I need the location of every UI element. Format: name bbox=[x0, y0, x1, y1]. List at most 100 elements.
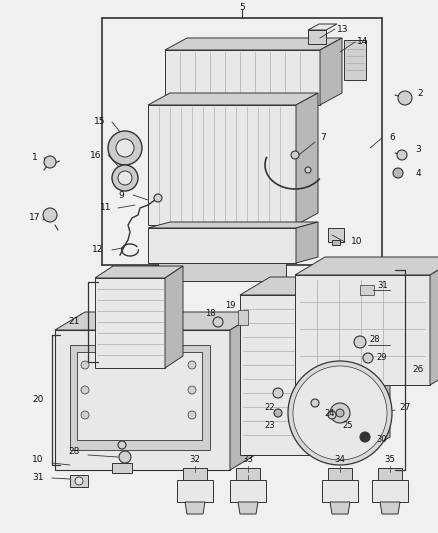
Polygon shape bbox=[295, 275, 430, 385]
Circle shape bbox=[330, 403, 350, 423]
Circle shape bbox=[44, 156, 56, 168]
Text: 15: 15 bbox=[94, 117, 106, 126]
Circle shape bbox=[311, 399, 319, 407]
Polygon shape bbox=[158, 263, 286, 281]
Polygon shape bbox=[308, 24, 337, 30]
Circle shape bbox=[328, 411, 336, 419]
Text: 35: 35 bbox=[385, 456, 396, 464]
Circle shape bbox=[116, 139, 134, 157]
Polygon shape bbox=[148, 93, 318, 105]
Bar bbox=[238, 310, 248, 325]
Bar bbox=[328, 228, 344, 242]
Polygon shape bbox=[295, 257, 438, 275]
Polygon shape bbox=[148, 228, 296, 263]
Polygon shape bbox=[328, 468, 352, 480]
Circle shape bbox=[81, 361, 89, 369]
Circle shape bbox=[336, 409, 344, 417]
Text: 16: 16 bbox=[90, 150, 102, 159]
Polygon shape bbox=[296, 222, 318, 263]
Text: 28: 28 bbox=[370, 335, 380, 344]
Text: 26: 26 bbox=[412, 366, 424, 375]
Text: 31: 31 bbox=[32, 473, 44, 482]
Text: 28: 28 bbox=[68, 448, 80, 456]
Bar bbox=[70, 475, 88, 487]
Circle shape bbox=[188, 411, 196, 419]
Circle shape bbox=[293, 366, 387, 460]
Circle shape bbox=[81, 411, 89, 419]
Circle shape bbox=[43, 208, 57, 222]
Circle shape bbox=[118, 171, 132, 185]
Text: 10: 10 bbox=[351, 238, 363, 246]
Polygon shape bbox=[185, 502, 205, 514]
Bar bbox=[360, 285, 374, 295]
Text: 27: 27 bbox=[399, 402, 411, 411]
Text: 14: 14 bbox=[357, 37, 369, 46]
Polygon shape bbox=[240, 277, 390, 295]
Text: 19: 19 bbox=[225, 302, 235, 311]
Polygon shape bbox=[236, 468, 260, 480]
Polygon shape bbox=[230, 312, 260, 470]
Text: 13: 13 bbox=[337, 25, 349, 34]
Text: 12: 12 bbox=[92, 246, 104, 254]
Circle shape bbox=[398, 91, 412, 105]
Polygon shape bbox=[330, 502, 350, 514]
Text: 20: 20 bbox=[32, 395, 44, 405]
Circle shape bbox=[188, 386, 196, 394]
Text: 30: 30 bbox=[377, 435, 387, 445]
Circle shape bbox=[363, 353, 373, 363]
Polygon shape bbox=[148, 105, 296, 225]
Text: 24: 24 bbox=[325, 408, 335, 417]
Polygon shape bbox=[95, 266, 183, 278]
Bar bbox=[308, 30, 326, 44]
Polygon shape bbox=[165, 266, 183, 368]
Circle shape bbox=[291, 151, 299, 159]
Polygon shape bbox=[165, 38, 342, 50]
Text: 25: 25 bbox=[343, 421, 353, 430]
Text: 17: 17 bbox=[29, 214, 41, 222]
Text: 2: 2 bbox=[417, 88, 423, 98]
Circle shape bbox=[288, 361, 392, 465]
Circle shape bbox=[397, 150, 407, 160]
Text: 31: 31 bbox=[378, 281, 389, 290]
Circle shape bbox=[112, 165, 138, 191]
Polygon shape bbox=[70, 345, 210, 450]
Text: 23: 23 bbox=[265, 421, 276, 430]
Circle shape bbox=[274, 409, 282, 417]
Text: 33: 33 bbox=[243, 456, 254, 464]
Text: 22: 22 bbox=[265, 403, 275, 413]
Polygon shape bbox=[148, 222, 318, 228]
Text: 3: 3 bbox=[415, 146, 421, 155]
Polygon shape bbox=[165, 50, 320, 105]
Text: 29: 29 bbox=[377, 353, 387, 362]
Text: 4: 4 bbox=[415, 168, 421, 177]
Text: 7: 7 bbox=[320, 133, 326, 141]
Circle shape bbox=[305, 167, 311, 173]
Polygon shape bbox=[230, 480, 266, 502]
Polygon shape bbox=[380, 502, 400, 514]
Text: 32: 32 bbox=[190, 456, 201, 464]
Circle shape bbox=[360, 432, 370, 442]
Circle shape bbox=[393, 168, 403, 178]
Circle shape bbox=[213, 317, 223, 327]
Text: 6: 6 bbox=[389, 133, 395, 142]
Text: 18: 18 bbox=[205, 310, 215, 319]
Polygon shape bbox=[360, 277, 390, 455]
Polygon shape bbox=[95, 278, 165, 368]
Polygon shape bbox=[372, 480, 408, 502]
Circle shape bbox=[108, 131, 142, 165]
Bar bbox=[112, 463, 132, 473]
Bar bbox=[344, 40, 366, 80]
Polygon shape bbox=[320, 38, 342, 105]
Polygon shape bbox=[322, 480, 358, 502]
Circle shape bbox=[81, 386, 89, 394]
Circle shape bbox=[118, 441, 126, 449]
Polygon shape bbox=[378, 468, 402, 480]
Text: 11: 11 bbox=[100, 204, 112, 213]
Text: 21: 21 bbox=[68, 318, 80, 327]
Polygon shape bbox=[77, 352, 202, 440]
Polygon shape bbox=[55, 312, 260, 330]
Text: 34: 34 bbox=[335, 456, 346, 464]
Polygon shape bbox=[430, 257, 438, 385]
Circle shape bbox=[354, 336, 366, 348]
Circle shape bbox=[154, 194, 162, 202]
